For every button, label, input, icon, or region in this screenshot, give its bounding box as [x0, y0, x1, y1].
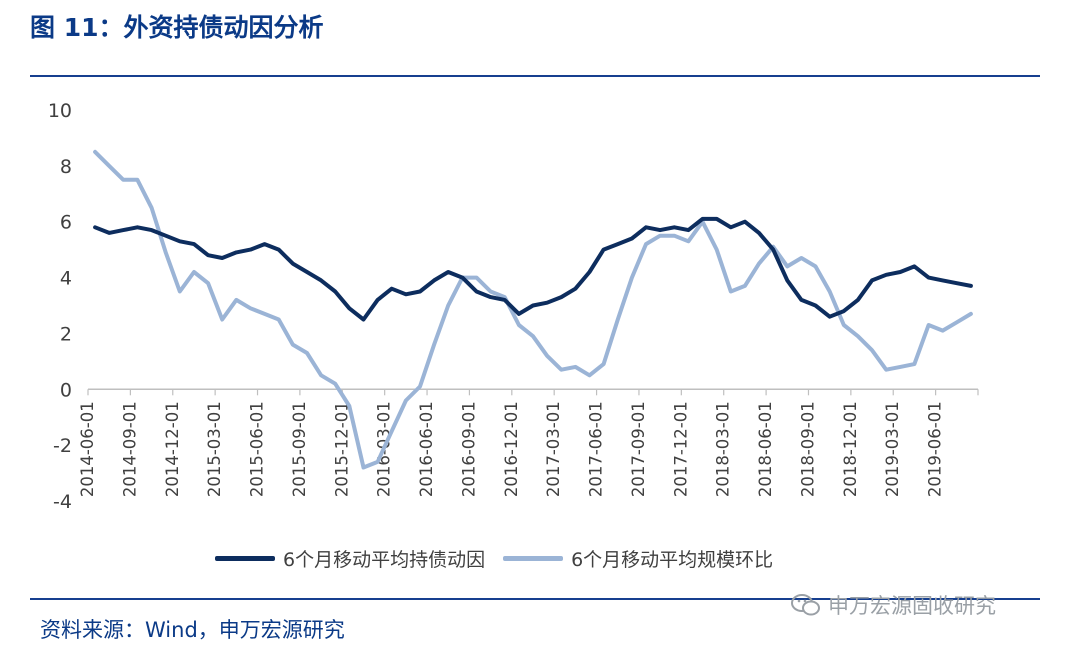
x-tick-label: 2017-06-01: [587, 401, 606, 497]
y-tick-label: 6: [60, 212, 72, 234]
y-tick-label: 10: [48, 100, 72, 122]
x-tick-label: 2016-12-01: [502, 401, 521, 497]
x-tick-label: 2017-12-01: [671, 401, 690, 497]
y-tick-label: -4: [53, 491, 72, 513]
series-line-2: [93, 149, 973, 470]
legend-swatch-series-2: [503, 556, 564, 561]
x-tick-label: 2019-06-01: [926, 401, 945, 497]
x-tick-label: 2015-03-01: [205, 401, 224, 497]
wechat-icon: [791, 594, 820, 616]
title-divider: [30, 75, 1040, 77]
legend-item-series-1: 6个月移动平均持债动因: [215, 545, 485, 572]
legend-item-series-2: 6个月移动平均规模环比: [503, 545, 773, 572]
x-tick-label: 2014-06-01: [78, 401, 97, 497]
y-tick-label: 4: [60, 268, 72, 290]
legend-swatch-series-1: [215, 556, 275, 561]
legend-label-series-1: 6个月移动平均持债动因: [283, 549, 486, 571]
x-tick-label: 2018-03-01: [714, 401, 733, 497]
x-tick-label: 2017-09-01: [629, 401, 648, 497]
legend-label-series-2: 6个月移动平均规模环比: [571, 549, 774, 571]
x-tick-label: 2015-12-01: [332, 401, 351, 497]
y-tick-label: 8: [60, 156, 72, 178]
footer-divider: [30, 598, 1040, 600]
x-tick-label: 2019-03-01: [883, 401, 902, 497]
x-tick-label: 2018-06-01: [756, 401, 775, 497]
y-tick-label: 2: [60, 323, 72, 345]
x-tick-label: 2015-06-01: [248, 401, 267, 497]
watermark-text: 申万宏源固收研究: [828, 594, 996, 618]
y-tick-label: 0: [60, 379, 72, 401]
x-tick-label: 2014-12-01: [163, 401, 182, 497]
watermark: 申万宏源固收研究: [790, 590, 996, 620]
x-tick-label: 2015-09-01: [290, 401, 309, 497]
series-line-1: [93, 216, 973, 322]
x-tick-label: 2016-09-01: [459, 401, 478, 497]
x-tick-label: 2017-03-01: [544, 401, 563, 497]
chart-legend: 6个月移动平均持债动因 6个月移动平均规模环比: [215, 545, 773, 572]
x-tick-label: 2018-09-01: [798, 401, 817, 497]
y-tick-label: -2: [53, 435, 72, 457]
x-tick-label: 2014-09-01: [120, 401, 139, 497]
x-tick-label: 2016-06-01: [417, 401, 436, 497]
chart-title: 图 11：外资持债动因分析: [30, 13, 324, 42]
x-tick-label: 2018-12-01: [841, 401, 860, 497]
source-note: 资料来源：Wind，申万宏源研究: [40, 618, 345, 642]
